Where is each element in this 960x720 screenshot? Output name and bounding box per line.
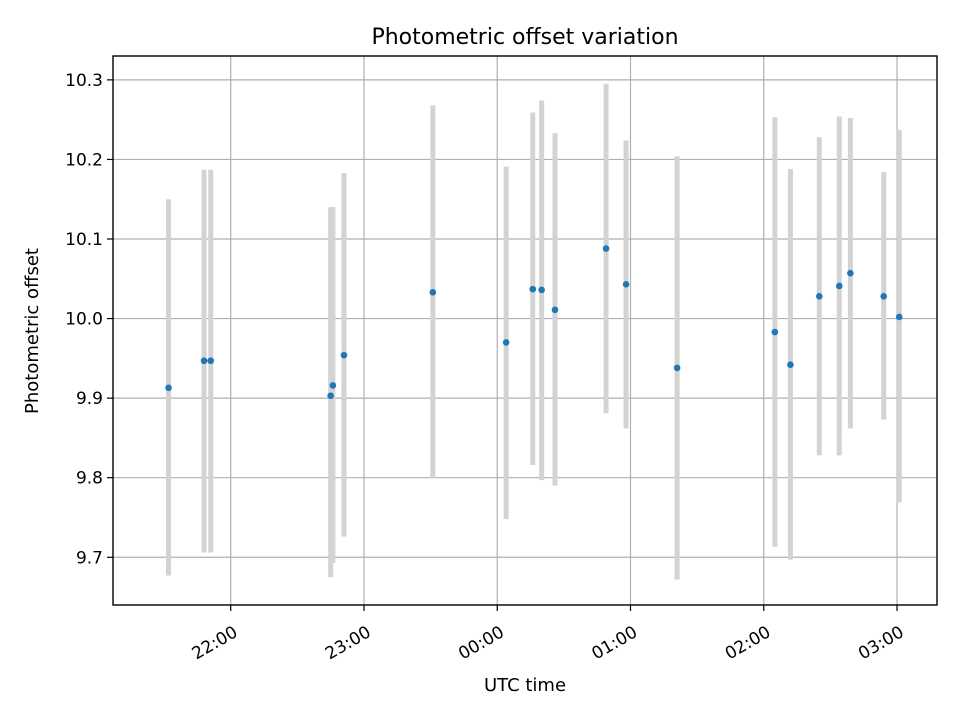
data-point	[529, 285, 537, 293]
y-tick-label: 10.1	[65, 230, 103, 250]
y-tick-label: 9.7	[76, 548, 103, 568]
y-tick-label: 10.3	[65, 71, 103, 91]
data-point	[880, 292, 887, 300]
data-point	[429, 289, 437, 296]
chart-title: Photometric offset variation	[371, 25, 678, 50]
data-point	[538, 286, 545, 294]
data-point	[787, 361, 794, 369]
data-point	[329, 382, 337, 389]
data-point	[602, 245, 610, 252]
data-point	[895, 313, 903, 321]
data-point	[835, 282, 843, 290]
data-point	[815, 292, 823, 300]
plot-frame	[112, 55, 938, 606]
y-tick-label: 9.9	[76, 389, 103, 409]
y-axis-label: Photometric offset	[22, 248, 43, 414]
data-point	[207, 357, 215, 365]
data-point	[847, 269, 854, 277]
data-point	[327, 392, 334, 400]
data-point	[200, 357, 208, 365]
data-point	[340, 351, 348, 359]
data-point	[551, 306, 559, 314]
data-point	[673, 364, 681, 372]
data-point	[622, 281, 630, 288]
y-tick-label: 10.2	[65, 150, 103, 170]
y-axis-ticks: 9.7 9.8 9.9 10.0 10.1 10.2 10.3	[65, 71, 113, 568]
data-point	[165, 384, 172, 392]
data-points	[165, 245, 903, 400]
y-tick-label: 10.0	[65, 310, 103, 330]
data-point	[502, 339, 510, 346]
y-tick-label: 9.8	[76, 469, 103, 489]
data-point	[771, 328, 779, 336]
x-axis-label: UTC time	[484, 675, 566, 696]
